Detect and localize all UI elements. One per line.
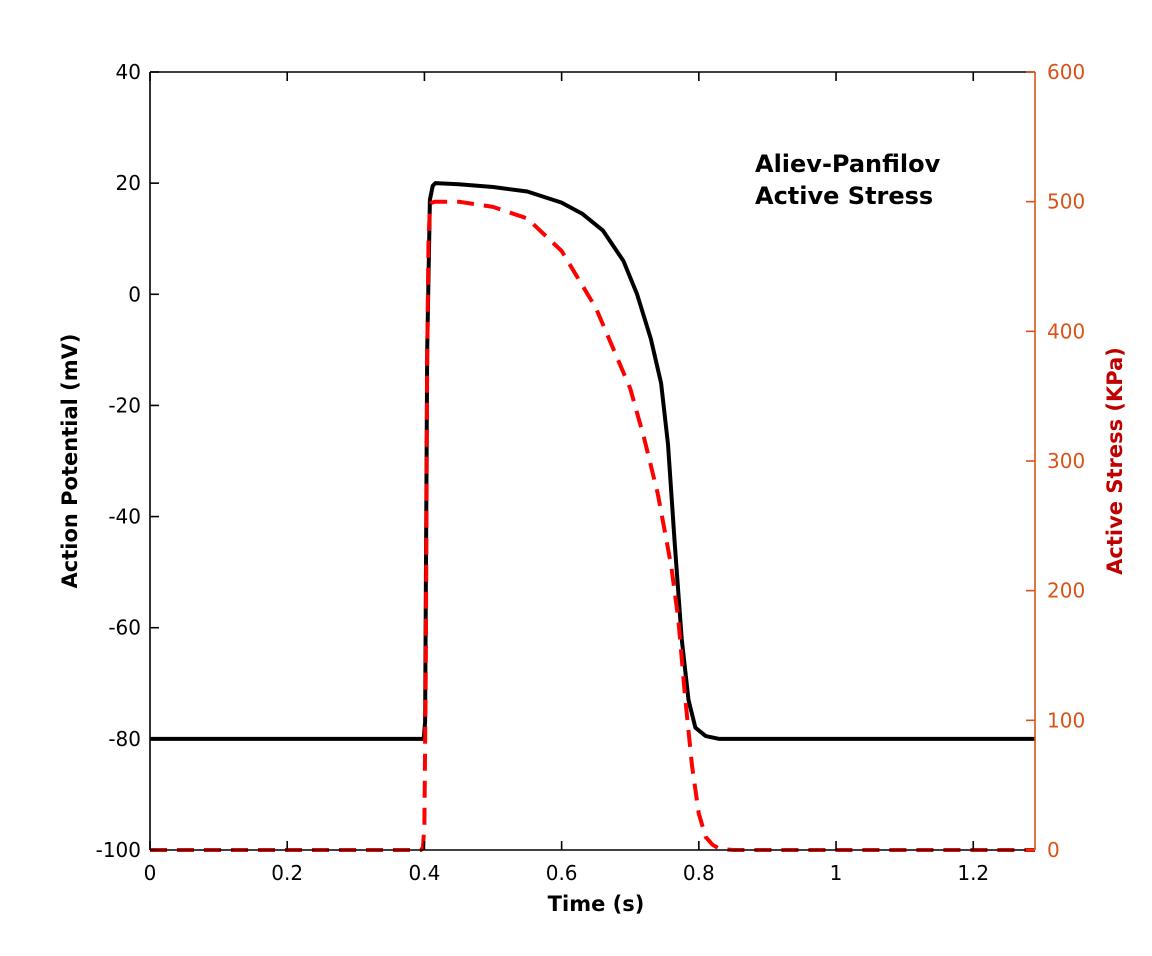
x-tick-label: 1: [830, 861, 843, 885]
y-left-tick-label: 0: [128, 282, 141, 306]
y-right-tick-label: 100: [1047, 708, 1085, 732]
y-axis-right-title: Active Stress (KPa): [1103, 347, 1127, 575]
y-left-tick-label: -60: [108, 616, 141, 640]
y-right-tick-label: 400: [1047, 319, 1085, 343]
plot-area: [150, 181, 1035, 852]
y-right-tick-label: 600: [1047, 60, 1085, 84]
axes: 0 0.2 0.4 0.6 0.8 1 1.2-100-80-60-40-200204001…: [96, 60, 1086, 885]
x-tick-label: 0.2: [271, 861, 303, 885]
y-left-tick-label: 20: [116, 171, 141, 195]
x-tick-label: 0.8: [683, 861, 715, 885]
annotation-line-2: Active Stress: [755, 182, 933, 210]
y-right-tick-label: 200: [1047, 579, 1085, 603]
y-right-tick-label: 0: [1047, 838, 1060, 862]
x-axis-title: Time (s): [548, 892, 645, 916]
y-right-tick-label: 500: [1047, 190, 1085, 214]
x-tick-label: 0.4: [409, 861, 441, 885]
annotation-line-1: Aliev-Panfilov: [755, 150, 941, 178]
y-left-tick-label: -100: [96, 838, 141, 862]
y-left-tick-label: -40: [108, 505, 141, 529]
x-tick-label: 1.2: [957, 861, 989, 885]
y-left-tick-label: -20: [108, 393, 141, 417]
y-right-tick-label: 300: [1047, 449, 1085, 473]
series-active-stress-line: [150, 199, 1035, 852]
x-tick-label: 0: [144, 861, 157, 885]
annotation: Aliev-Panfilov Active Stress: [755, 150, 941, 210]
y-left-tick-label: 40: [116, 60, 141, 84]
x-tick-label: 0.6: [546, 861, 578, 885]
y-axis-left-title: Action Potential (mV): [58, 334, 82, 589]
y-left-tick-label: -80: [108, 727, 141, 751]
